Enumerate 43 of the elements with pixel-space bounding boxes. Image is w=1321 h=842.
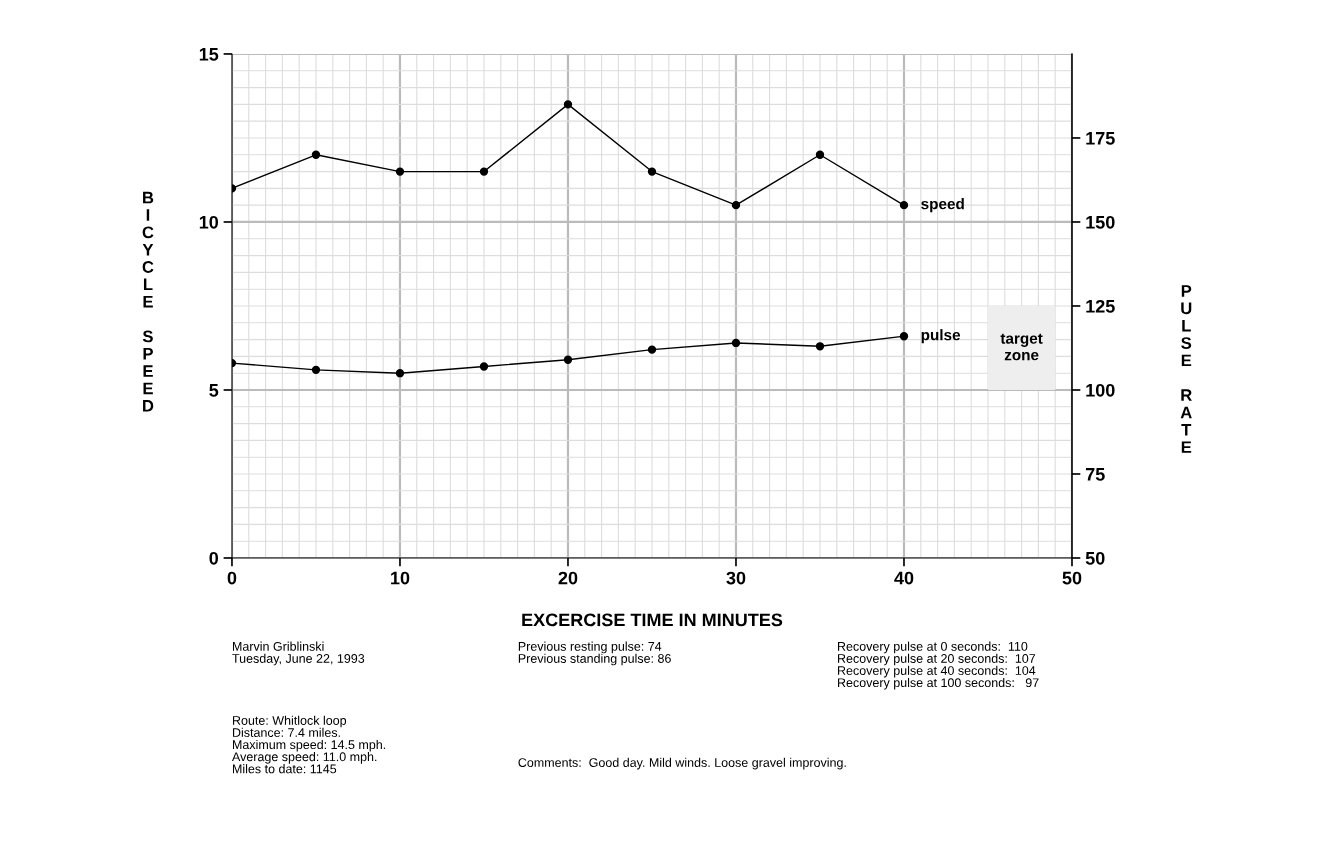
text: Comments: Good day. Mild winds. Loose gravel improving. [518, 757, 846, 770]
point [731, 338, 741, 348]
series-label: speed [921, 198, 964, 213]
point [647, 167, 657, 176]
x-tick-label: 50 [1062, 571, 1082, 585]
x-tick-label: 40 [894, 571, 914, 585]
x-axis-title: EXCERCISE TIME IN MINUTES [522, 613, 783, 627]
y2-tick-label: 50 [1085, 551, 1105, 565]
text: PULSE RATE [1180, 285, 1192, 453]
y-tick-label: 5 [209, 384, 219, 397]
x-tick-label: 0 [227, 571, 237, 585]
text: Previous resting pulse: 74 Previous standing pulse: 86 [518, 641, 671, 666]
point [563, 100, 573, 109]
y2-tick-label: 125 [1086, 299, 1115, 313]
point [731, 201, 741, 210]
point [899, 201, 909, 210]
y2-tick-label: 75 [1085, 468, 1105, 481]
y-tick-label: 0 [209, 551, 219, 565]
y2-tick-label: 100 [1086, 383, 1115, 397]
text: Marvin Griblinski Tuesday, June 22, 1993 [232, 641, 365, 666]
point [899, 332, 909, 341]
point [311, 365, 321, 374]
text: BICYCLE SPEED [142, 191, 154, 412]
point [311, 150, 321, 159]
point [815, 150, 825, 159]
text: Recovery pulse at 0 seconds: 110 Recovery pulse at 20 seconds: 107 Recovery pulse at 40 seconds: 104 Recovery pulse at 100 seconds: 97 [838, 641, 1039, 690]
point [815, 342, 825, 351]
y2-tick-label: 150 [1086, 215, 1115, 229]
point [647, 345, 657, 354]
band-label: target zone [1000, 333, 1043, 361]
point [395, 167, 405, 176]
series-label: pulse [921, 329, 961, 344]
point [479, 362, 489, 371]
point [479, 167, 489, 176]
y2-tick-label: 175 [1086, 132, 1115, 145]
y-tick-label: 15 [199, 48, 219, 61]
point [395, 369, 405, 378]
point [563, 355, 573, 364]
x-tick-label: 20 [558, 571, 578, 585]
y-tick-label: 10 [199, 215, 219, 229]
x-tick-label: 30 [726, 571, 746, 585]
text: Route: Whitlock loop Distance: 7.4 miles. Maximum speed: 14.5 mph. Average speed: 11.0 mph. Miles to date: 1145 [231, 715, 386, 774]
x-tick-label: 10 [391, 571, 410, 585]
